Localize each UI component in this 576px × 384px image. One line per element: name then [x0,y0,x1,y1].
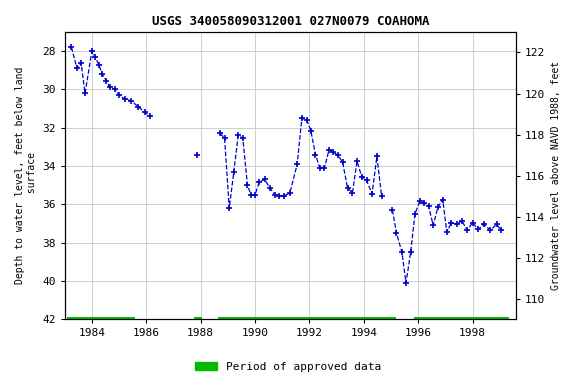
Bar [194,316,202,322]
Bar [218,316,396,322]
Y-axis label: Depth to water level, feet below land
 surface: Depth to water level, feet below land su… [15,67,37,284]
Y-axis label: Groundwater level above NAVD 1988, feet: Groundwater level above NAVD 1988, feet [551,61,561,290]
Bar [67,316,135,322]
Bar [414,316,509,322]
Legend: Period of approved data: Period of approved data [191,358,385,377]
Title: USGS 340058090312001 027N0079 COAHOMA: USGS 340058090312001 027N0079 COAHOMA [151,15,429,28]
